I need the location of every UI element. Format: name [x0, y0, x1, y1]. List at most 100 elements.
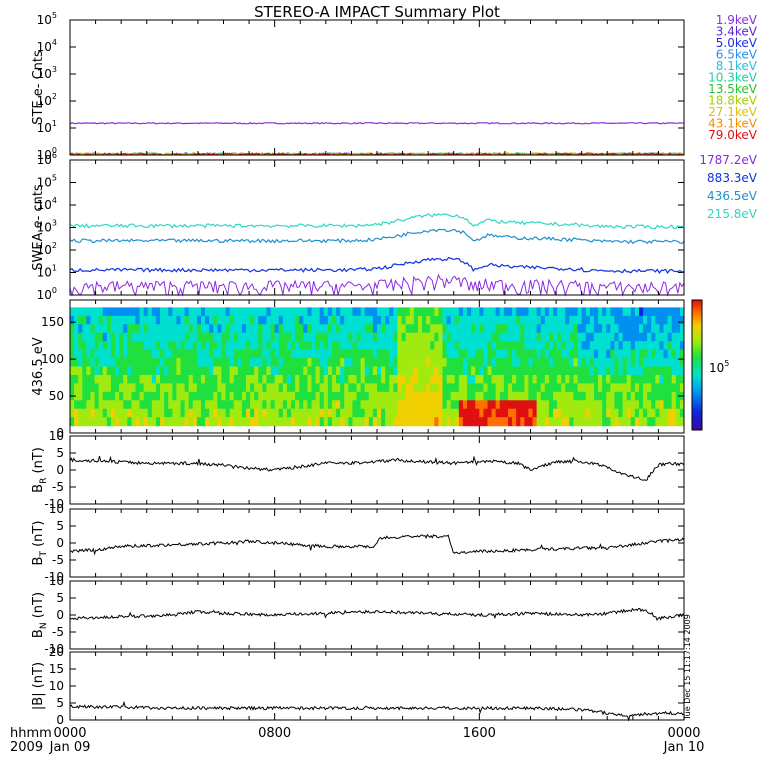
- pad-panel-cell: [311, 332, 317, 342]
- pad-panel-cell: [377, 358, 382, 368]
- pad-panel-cell: [675, 324, 681, 334]
- pad-panel-cell: [78, 358, 83, 368]
- bt-panel-series-line: [69, 533, 685, 556]
- pad-panel-cell: [217, 374, 223, 384]
- pad-panel-cell: [94, 315, 100, 325]
- pad-panel-cell: [184, 383, 190, 393]
- pad-panel-cell: [168, 417, 173, 427]
- pad-panel-cell: [172, 417, 178, 427]
- pad-panel-cell: [385, 408, 390, 418]
- pad-panel-cell: [278, 408, 284, 418]
- pad-panel-cell: [377, 366, 382, 376]
- pad-panel-cell: [78, 400, 83, 410]
- pad-panel-cell: [671, 324, 677, 334]
- ste-panel-y-tick-label: 100: [37, 146, 57, 162]
- pad-panel-cell: [295, 366, 300, 376]
- pad-panel-cell: [630, 358, 636, 368]
- pad-panel-cell: [90, 358, 96, 368]
- pad-panel-cell: [119, 349, 124, 359]
- pad-panel-cell: [557, 417, 562, 427]
- pad-panel-cell: [164, 400, 169, 410]
- pad-panel-cell: [614, 417, 620, 427]
- pad-panel-cell: [213, 383, 218, 393]
- pad-panel-cell: [450, 408, 456, 418]
- pad-panel-cell: [319, 307, 325, 317]
- pad-panel-cell: [475, 332, 480, 342]
- pad-panel-cell: [618, 408, 624, 418]
- pad-panel-cell: [102, 374, 108, 384]
- pad-panel-cell: [336, 307, 341, 317]
- pad-panel-cell: [70, 324, 75, 334]
- pad-panel-cell: [164, 374, 169, 384]
- pad-panel-cell: [401, 383, 407, 393]
- pad-panel-cell: [94, 307, 100, 317]
- pad-panel-cell: [94, 341, 100, 351]
- pad-panel-cell: [499, 417, 505, 427]
- pad-panel-cell: [553, 417, 558, 427]
- pad-panel-cell: [647, 341, 652, 351]
- pad-panel-cell: [127, 332, 132, 342]
- pad-panel-cell: [544, 332, 550, 342]
- pad-panel-cell: [131, 391, 137, 401]
- pad-panel-cell: [606, 400, 611, 410]
- pad-panel-cell: [356, 374, 362, 384]
- pad-panel-cell: [413, 400, 419, 410]
- pad-panel-cell: [532, 341, 538, 351]
- pad-panel-cell: [213, 358, 218, 368]
- x-tick-label: 1600: [463, 726, 496, 741]
- pad-panel-cell: [598, 366, 603, 376]
- pad-panel-cell: [462, 349, 468, 359]
- pad-panel-cell: [286, 408, 292, 418]
- pad-panel-cell: [70, 366, 75, 376]
- pad-panel-cell: [413, 341, 419, 351]
- pad-panel-cell: [401, 358, 407, 368]
- pad-panel-cell: [381, 417, 386, 427]
- pad-panel-cell: [667, 315, 673, 325]
- pad-panel-cell: [352, 383, 358, 393]
- pad-panel-cell: [655, 332, 661, 342]
- pad-panel-cell: [569, 324, 575, 334]
- pad-panel-cell: [638, 332, 644, 342]
- pad-panel-cell: [585, 383, 591, 393]
- pad-panel-cell: [422, 332, 427, 342]
- pad-panel-cell: [323, 349, 329, 359]
- pad-panel-cell: [458, 366, 464, 376]
- pad-panel-cell: [397, 391, 403, 401]
- pad-panel-cell: [213, 349, 218, 359]
- pad-panel-cell: [143, 341, 149, 351]
- pad-panel-cell: [356, 400, 362, 410]
- pad-panel-cell: [573, 341, 579, 351]
- pad-panel-cell: [667, 383, 673, 393]
- pad-panel-cell: [622, 366, 628, 376]
- pad-panel-cell: [196, 383, 202, 393]
- pad-panel-cell: [250, 383, 255, 393]
- pad-panel-cell: [593, 391, 599, 401]
- pad-panel-cell: [155, 366, 161, 376]
- pad-panel-cell: [630, 315, 636, 325]
- pad-panel-cell: [524, 307, 530, 317]
- pad-panel-cell: [659, 374, 665, 384]
- pad-panel-cell: [115, 374, 120, 384]
- pad-panel-cell: [295, 358, 300, 368]
- pad-panel-cell: [221, 400, 227, 410]
- pad-panel-cell: [499, 315, 505, 325]
- pad-panel-cell: [102, 358, 108, 368]
- pad-panel-cell: [319, 315, 325, 325]
- pad-panel-cell: [155, 383, 161, 393]
- pad-panel-cell: [577, 315, 583, 325]
- pad-panel-cell: [524, 408, 530, 418]
- pad-panel-cell: [303, 349, 309, 359]
- pad-panel-cell: [491, 332, 497, 342]
- pad-panel-cell: [331, 391, 337, 401]
- pad-panel-cell: [462, 324, 468, 334]
- pad-panel-cell: [458, 332, 464, 342]
- pad-panel-cell: [577, 383, 583, 393]
- pad-panel-cell: [540, 374, 546, 384]
- pad-panel-cell: [516, 417, 521, 427]
- pad-panel-cell: [323, 400, 329, 410]
- pad-panel-cell: [544, 341, 550, 351]
- pad-panel-cell: [98, 341, 104, 351]
- pad-panel-cell: [143, 349, 149, 359]
- swea-panel-legend-883.3eV: 883.3eV: [707, 171, 758, 185]
- pad-panel-cell: [225, 307, 231, 317]
